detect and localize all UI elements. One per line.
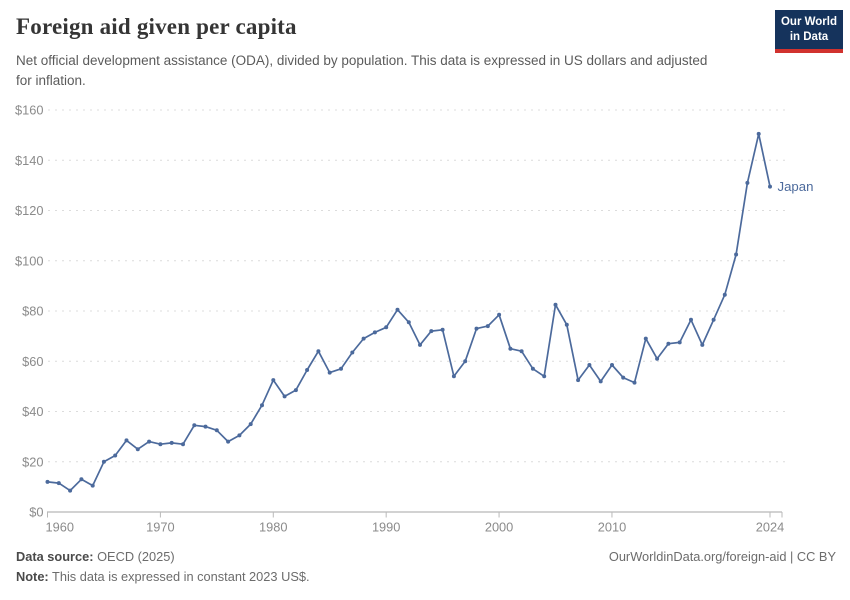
data-point[interactable] — [181, 442, 185, 447]
x-axis-label: 2024 — [756, 520, 784, 535]
y-axis-label: $100 — [15, 253, 43, 268]
data-point[interactable] — [135, 447, 140, 452]
page-title: Foreign aid given per capita — [16, 14, 297, 39]
x-axis-label: 1970 — [146, 520, 174, 535]
data-point[interactable] — [497, 312, 502, 317]
data-point[interactable] — [598, 379, 603, 384]
data-point[interactable] — [610, 363, 614, 367]
data-point[interactable] — [722, 292, 727, 297]
data-point[interactable] — [508, 346, 513, 351]
x-axis-label: 1960 — [46, 520, 74, 535]
data-point[interactable] — [576, 378, 581, 383]
data-point[interactable] — [587, 363, 592, 367]
data-point[interactable] — [485, 324, 490, 329]
data-point[interactable] — [192, 423, 197, 428]
data-point[interactable] — [90, 483, 95, 488]
data-point[interactable] — [305, 368, 310, 372]
chart-subtitle: Net official development assistance (ODA… — [16, 53, 708, 89]
data-point[interactable] — [147, 439, 152, 444]
data-point[interactable] — [643, 336, 648, 341]
x-axis-label: 1980 — [259, 520, 287, 535]
data-point[interactable] — [519, 349, 524, 354]
data-point[interactable] — [564, 322, 569, 327]
data-point[interactable] — [440, 327, 445, 332]
x-axis-label: 1990 — [372, 520, 400, 535]
data-point[interactable] — [745, 180, 750, 185]
owid-logo[interactable]: Our World in Data — [775, 10, 843, 53]
y-axis-label: $160 — [15, 103, 43, 118]
credit-link[interactable]: OurWorldinData.org/foreign-aid | CC BY — [608, 549, 836, 564]
data-point[interactable] — [282, 394, 287, 399]
data-point[interactable] — [418, 342, 422, 347]
data-point[interactable] — [768, 184, 772, 189]
series-line[interactable] — [46, 133, 771, 492]
data-point[interactable] — [339, 366, 343, 371]
note-value: This data is expressed in constant 2023 … — [48, 569, 310, 584]
data-point[interactable] — [158, 442, 163, 447]
data-point[interactable] — [553, 302, 558, 307]
data-point[interactable] — [271, 378, 276, 383]
x-axis-label: 2000 — [485, 520, 513, 535]
y-axis-label: $40 — [22, 404, 43, 419]
data-point[interactable] — [406, 320, 411, 325]
data-point[interactable] — [711, 317, 716, 322]
data-point[interactable] — [45, 479, 50, 484]
data-point[interactable] — [68, 488, 73, 493]
y-axis-label: $0 — [29, 505, 43, 520]
data-point[interactable] — [655, 356, 660, 361]
data-point[interactable] — [361, 336, 366, 341]
data-point[interactable] — [542, 374, 547, 379]
data-point[interactable] — [293, 388, 298, 393]
data-point[interactable] — [169, 440, 174, 445]
data-point[interactable] — [429, 329, 434, 334]
data-point[interactable] — [689, 317, 693, 322]
data-point[interactable] — [530, 366, 535, 371]
note-label: Note: — [16, 569, 49, 584]
data-point[interactable] — [214, 428, 219, 433]
x-axis-label: 2010 — [598, 520, 626, 535]
data-point[interactable] — [56, 481, 61, 486]
data-point[interactable] — [113, 453, 118, 458]
note-line: Note: This data is expressed in constant… — [16, 569, 310, 584]
y-axis-label: $20 — [22, 454, 43, 469]
data-source-label: Data source: — [16, 549, 94, 564]
y-axis-label: $140 — [15, 153, 43, 168]
owid-logo-line1: Our World — [780, 16, 837, 28]
y-axis-label: $80 — [22, 304, 43, 319]
data-point[interactable] — [203, 424, 208, 429]
owid-logo-line2: in Data — [789, 30, 829, 43]
data-point[interactable] — [226, 439, 231, 444]
data-point[interactable] — [621, 375, 626, 380]
data-point[interactable] — [395, 307, 400, 312]
data-source-line: Data source: OECD (2025) — [16, 549, 175, 564]
data-point[interactable] — [474, 326, 479, 331]
data-point[interactable] — [677, 340, 682, 345]
data-point[interactable] — [327, 370, 332, 375]
data-point[interactable] — [372, 330, 377, 335]
data-point[interactable] — [384, 325, 389, 330]
data-point[interactable] — [101, 459, 106, 464]
data-point[interactable] — [632, 380, 637, 385]
data-point[interactable] — [756, 131, 761, 136]
y-axis-label: $120 — [15, 203, 43, 218]
data-point[interactable] — [316, 349, 321, 354]
data-point[interactable] — [237, 433, 242, 438]
y-axis-label: $60 — [22, 354, 43, 369]
series-end-label: Japan — [778, 179, 814, 194]
data-source-value: OECD (2025) — [93, 549, 175, 564]
data-point[interactable] — [666, 341, 671, 346]
data-point[interactable] — [260, 403, 264, 408]
data-point[interactable] — [700, 342, 705, 347]
data-point[interactable] — [350, 350, 355, 355]
data-point[interactable] — [124, 438, 129, 443]
data-point[interactable] — [248, 422, 253, 427]
data-point[interactable] — [463, 359, 468, 364]
data-point[interactable] — [451, 374, 456, 379]
data-point[interactable] — [79, 477, 84, 482]
data-point[interactable] — [734, 252, 739, 257]
